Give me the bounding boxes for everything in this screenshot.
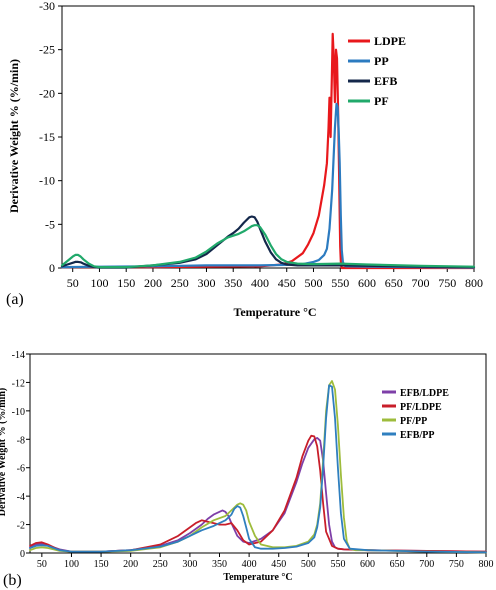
x-tick-label: 800 — [465, 276, 483, 290]
x-tick-label: 800 — [479, 559, 494, 570]
x-tick-label: 550 — [331, 276, 349, 290]
panel-label-a: (a) — [6, 291, 24, 308]
x-tick-label: 300 — [197, 276, 215, 290]
x-tick-label: 400 — [242, 559, 257, 570]
x-tick-label: 650 — [385, 276, 403, 290]
x-tick-label: 350 — [224, 276, 242, 290]
panel-label-b: (b) — [3, 572, 22, 589]
x-tick-label: 250 — [171, 276, 189, 290]
y-tick-label: -20 — [39, 86, 55, 100]
x-tick-label: 700 — [419, 559, 434, 570]
x-tick-label: 450 — [271, 559, 286, 570]
y-tick-label: -14 — [12, 350, 25, 361]
y-ticks-a: 0 -5 -10 -15 -20 -25 -30 — [39, 0, 62, 275]
series-a — [60, 32, 476, 270]
y-tick-label: 0 — [20, 549, 25, 560]
x-tick-label: 750 — [449, 559, 464, 570]
x-tick-label: 600 — [360, 559, 375, 570]
y-tick-label: -15 — [39, 130, 55, 144]
legend-label: EFB — [374, 74, 397, 88]
x-ticks-b: 50 100 150 200 250 300 350 400 450 500 550 600 650 70… — [37, 553, 494, 570]
x-axis-title-b: Temperature °C — [223, 572, 292, 583]
legend-label: PF/PP — [400, 416, 427, 427]
x-tick-label: 400 — [251, 276, 269, 290]
y-tick-label: -25 — [39, 43, 55, 57]
y-tick-label: -8 — [17, 435, 25, 446]
x-tick-label: 550 — [330, 559, 345, 570]
x-tick-label: 100 — [90, 276, 108, 290]
x-tick-label: 600 — [358, 276, 376, 290]
x-tick-label: 100 — [64, 559, 79, 570]
x-tick-label: 350 — [212, 559, 227, 570]
y-ticks-b: 0 -2 -4 -6 -8 -10 -12 -14 — [12, 350, 30, 560]
series-line-ldpe — [60, 32, 476, 270]
series-line-efb-ldpe — [29, 436, 487, 553]
x-tick-label: 500 — [304, 276, 322, 290]
plot-frame-b — [29, 353, 487, 554]
y-tick-label: -10 — [39, 174, 55, 188]
series-line-efb — [60, 215, 476, 269]
x-tick-label: 150 — [94, 559, 109, 570]
legend-label: PF — [374, 94, 389, 108]
legend-label: EFB/LDPE — [400, 388, 449, 399]
y-tick-label: -6 — [17, 464, 25, 475]
legend-b: EFB/LDPE PF/LDPE PF/PP EFB/PP — [382, 388, 449, 441]
series-line-pf — [60, 224, 476, 269]
legend-a: LDPE PP EFB PF — [348, 34, 406, 108]
x-tick-label: 200 — [144, 276, 162, 290]
y-tick-label: -12 — [12, 378, 25, 389]
x-tick-label: 150 — [117, 276, 135, 290]
series-line-efb-pp — [29, 384, 487, 554]
y-tick-label: -30 — [39, 0, 55, 13]
chart-panel-b: 0 -2 -4 -6 -8 -10 -12 -14 50 100 150 200 250 300 350 4… — [0, 350, 494, 589]
y-tick-label: -2 — [17, 521, 25, 532]
series-line-pp — [60, 102, 476, 269]
x-ticks-a: 50 100 150 200 250 300 350 400 450 500 550 600 650 70… — [67, 268, 483, 290]
y-axis-title-a: Derivative Weight % (%/min) — [7, 59, 21, 213]
x-tick-label: 250 — [153, 559, 168, 570]
legend-label: LDPE — [374, 34, 406, 48]
x-tick-label: 700 — [411, 276, 429, 290]
y-tick-label: 0 — [49, 261, 55, 275]
x-tick-label: 300 — [182, 559, 197, 570]
y-tick-label: -5 — [45, 217, 55, 231]
y-tick-label: -4 — [17, 492, 25, 503]
y-tick-label: -10 — [12, 407, 25, 418]
x-axis-title-a: Temperature °C — [233, 305, 316, 319]
plot-frame-a — [61, 5, 475, 269]
series-b — [29, 380, 487, 554]
x-tick-label: 200 — [123, 559, 138, 570]
x-tick-label: 750 — [438, 276, 456, 290]
legend-label: PF/LDPE — [400, 402, 442, 413]
x-tick-label: 50 — [67, 276, 79, 290]
y-axis-title-b: Derivative Weight % (%/min) — [0, 388, 8, 516]
series-line-pf-ldpe — [29, 434, 487, 553]
x-tick-label: 450 — [278, 276, 296, 290]
legend-label: EFB/PP — [400, 430, 434, 441]
x-tick-label: 50 — [37, 559, 47, 570]
legend-label: PP — [374, 54, 389, 68]
x-tick-label: 500 — [301, 559, 316, 570]
chart-panel-a: 0 -5 -10 -15 -20 -25 -30 50 100 150 200 250 300 350 4… — [6, 0, 483, 319]
x-tick-label: 650 — [390, 559, 405, 570]
